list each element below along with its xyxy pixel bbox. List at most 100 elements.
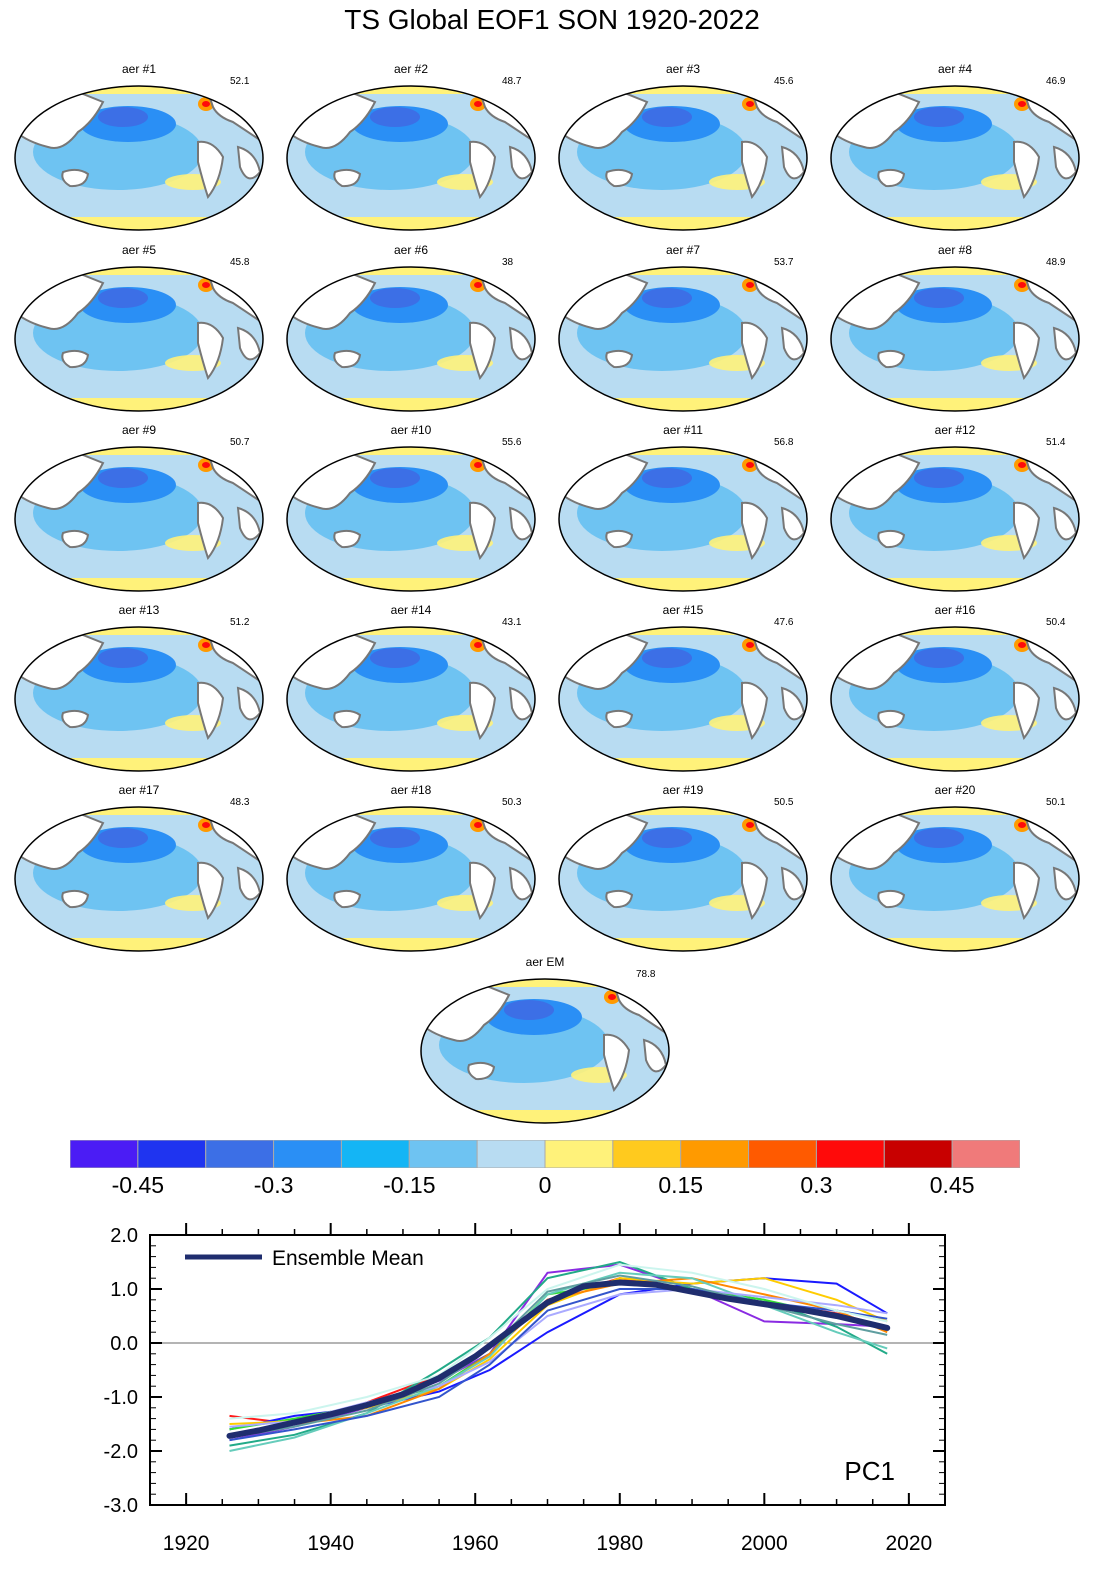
eof-map-panel: aer #3 45.6 [552,62,814,232]
eof-map-panel: aer #14 43.1 [280,603,542,773]
y-tick-label: -3.0 [104,1495,138,1517]
colorbar-tick-label: -0.45 [111,1172,165,1198]
x-tick-label: 2020 [886,1532,933,1555]
member-series-line [229,1274,888,1439]
panel-label: aer #11 [663,423,703,437]
eof-map-panel: aer #16 50.4 [824,603,1086,773]
world-map [286,806,536,952]
colorbar-swatch [69,1139,139,1169]
panel-variance-percent: 50.4 [1046,617,1066,628]
x-tick-label: 2000 [741,1532,788,1555]
member-series-line [229,1263,888,1420]
eof-map-panel: aer #2 48.7 [280,62,542,232]
panel-variance-percent: 47.6 [774,617,794,628]
eof-map-panel: aer #17 48.3 [8,783,270,953]
panel-label: aer #4 [937,62,973,76]
colorbar-swatch [205,1139,275,1169]
panel-label: aer #13 [118,603,160,617]
eof-map-panel: aer #13 51.2 [8,603,270,773]
panel-variance-percent: 48.7 [502,76,522,87]
y-tick-label: 1.0 [110,1279,138,1301]
panel-label: aer #16 [934,603,976,617]
panel-label: aer #12 [934,423,976,437]
panel-label: aer #15 [662,603,704,617]
colorbar-swatch [544,1139,614,1169]
panel-label: aer EM [525,955,565,969]
x-tick-label: 1980 [596,1532,643,1555]
world-map [14,446,264,592]
colorbar-tick-label: 0.3 [800,1172,833,1198]
panel-variance-percent: 48.9 [1046,257,1066,268]
panel-label: aer #10 [390,423,432,437]
panel-variance-percent: 56.8 [774,437,794,448]
panel-variance-percent: 48.3 [230,797,250,808]
world-map [14,266,264,412]
world-map [830,85,1080,231]
panel-variance-percent: 43.1 [502,617,522,628]
eof-map-panel: aer #8 48.9 [824,243,1086,413]
y-tick-label: 2.0 [110,1225,138,1247]
eof-map-panel: aer EM 78.8 [414,955,676,1125]
colorbar-swatch [680,1139,750,1169]
panel-label: aer #8 [937,243,973,257]
eof-map-panel: aer #5 45.8 [8,243,270,413]
eof-map-panel: aer #18 50.3 [280,783,542,953]
panel-label: aer #7 [665,243,701,257]
world-map [286,266,536,412]
eof-map-panel: aer #9 50.7 [8,423,270,593]
colorbar-swatch [883,1139,953,1169]
colorbar-tick-label: -0.15 [383,1172,436,1198]
x-tick-label: 1960 [452,1532,499,1555]
panel-label: aer #2 [393,62,429,76]
eof-map-panel: aer #12 51.4 [824,423,1086,593]
world-map [286,626,536,772]
panel-label: aer #20 [934,783,976,797]
colorbar-swatch [408,1139,478,1169]
world-map [558,626,808,772]
panel-variance-percent: 50.3 [502,797,522,808]
world-map [830,626,1080,772]
world-map [558,85,808,231]
world-map [558,446,808,592]
y-tick-label: -1.0 [104,1387,138,1409]
panel-label: aer #18 [390,783,432,797]
eof-map-panel: aer #1 52.1 [8,62,270,232]
panel-label: aer #5 [121,243,157,257]
colorbar-tick-label: -0.3 [253,1172,294,1198]
world-map [830,266,1080,412]
eof-map-panel: aer #6 38 [280,243,542,413]
panel-label: aer #14 [390,603,432,617]
y-tick-label: -2.0 [104,1441,138,1463]
panel-variance-percent: 38 [502,257,514,268]
y-tick-label: 0.0 [110,1333,138,1355]
colorbar-swatch [815,1139,885,1169]
chart-title: PC1 [844,1456,895,1486]
legend-label: Ensemble Mean [272,1247,424,1270]
panel-variance-percent: 45.8 [230,257,250,268]
world-map [558,806,808,952]
panel-label: aer #3 [665,62,701,76]
colorbar [69,1139,1021,1169]
eof-map-panel: aer #7 53.7 [552,243,814,413]
panel-variance-percent: 55.6 [502,437,522,448]
eof-map-panel: aer #15 47.6 [552,603,814,773]
ensemble-mean-line [226,1279,891,1439]
colorbar-swatch [748,1139,817,1169]
colorbar-tick-label: 0 [538,1172,552,1198]
colorbar-swatch [476,1139,546,1169]
panel-variance-percent: 46.9 [1046,76,1066,87]
panel-variance-percent: 45.6 [774,76,794,87]
eof-map-panel: aer #11 56.8 [552,423,814,593]
panel-label: aer #17 [118,783,160,797]
eof-map-panel: aer #20 50.1 [824,783,1086,953]
colorbar-swatch [273,1139,342,1169]
colorbar-swatch [612,1139,682,1169]
panel-variance-percent: 50.5 [774,797,794,808]
world-map [14,806,264,952]
world-map [420,978,670,1124]
panel-variance-percent: 53.7 [774,257,794,268]
figure-title: TS Global EOF1 SON 1920-2022 [344,4,760,35]
panel-variance-percent: 51.4 [1046,437,1066,448]
world-map [830,806,1080,952]
world-map [830,446,1080,592]
